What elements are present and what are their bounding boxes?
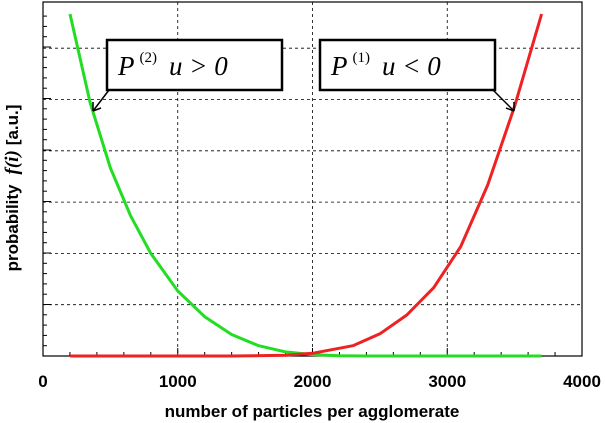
annotation-p2-arrow <box>92 89 110 112</box>
series-group <box>68 13 544 358</box>
x-tick-label-1: 1000 <box>159 372 197 391</box>
annotation-p2-label: P (2) u > 0 <box>117 50 228 81</box>
annotation-p1-arrowhead <box>505 102 515 112</box>
annotation-p1: P (1) u < 0 <box>318 38 497 92</box>
annotation-p1-arrow <box>492 89 515 112</box>
x-tick-label-3: 3000 <box>428 372 466 391</box>
series-line-p1 <box>70 13 544 358</box>
x-axis-label: number of particles per agglomerate <box>165 402 460 421</box>
series-line-p2 <box>68 13 542 358</box>
x-tick-label-2: 2000 <box>294 372 332 391</box>
annotation-p1-box <box>318 38 497 92</box>
annotation-p1-label: P (1) u < 0 <box>330 50 441 81</box>
y-axis-label: probabilityf(i)[a.u.] <box>2 105 23 272</box>
annotation-p2: P (2) u > 0 <box>105 38 284 92</box>
annotation-p2-box <box>105 38 284 92</box>
x-tick-label-0: 0 <box>38 372 47 391</box>
annotation-p2-arrowhead <box>92 102 102 112</box>
x-tick-labels: 0 1000 2000 3000 4000 <box>38 372 601 391</box>
x-tick-label-4: 4000 <box>563 372 601 391</box>
grid <box>43 2 582 356</box>
